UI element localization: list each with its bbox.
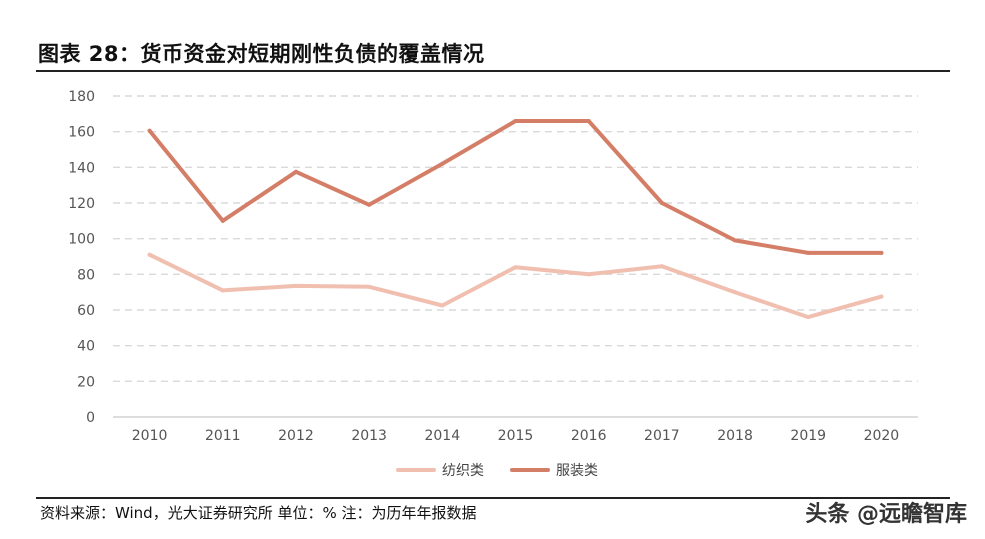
data-point: [513, 118, 518, 123]
data-point: [513, 265, 518, 270]
title-rule: [36, 70, 950, 72]
x-tick-label: 2014: [424, 428, 460, 444]
grid-lines: [113, 95, 918, 383]
data-point: [293, 169, 298, 174]
x-tick-label: 2018: [717, 428, 753, 444]
legend-label: 服装类: [556, 463, 598, 479]
data-point: [659, 264, 664, 269]
y-tick-label: 120: [68, 196, 95, 212]
data-point: [659, 201, 664, 205]
y-tick-label: 40: [77, 339, 95, 355]
legend: 纺织类 服装类: [396, 463, 598, 479]
data-point: [220, 218, 225, 223]
y-tick-label: 140: [68, 160, 95, 176]
data-point: [733, 238, 738, 243]
x-tick-label: 2019: [790, 428, 826, 444]
chart-title: 图表 28：货币资金对短期刚性负债的覆盖情况: [38, 42, 485, 66]
x-tick-label: 2016: [571, 428, 607, 444]
legend-label: 纺织类: [442, 463, 484, 479]
y-tick-label: 160: [68, 125, 95, 141]
data-point: [440, 303, 445, 308]
x-tick-label: 2010: [132, 428, 168, 444]
data-point: [879, 294, 884, 299]
watermark: 头条 @远瞻智库: [805, 502, 967, 527]
data-point: [367, 202, 372, 207]
source-note: 资料来源：Wind，光大证券研究所 单位：% 注：为历年年报数据: [40, 504, 477, 522]
y-tick-label: 180: [68, 89, 95, 105]
data-point: [293, 283, 298, 288]
data-point: [586, 118, 591, 123]
data-point: [733, 290, 738, 295]
data-point: [220, 288, 225, 293]
y-tick-label: 0: [86, 410, 95, 426]
series-line-服装类: [147, 119, 884, 255]
y-tick-label: 60: [77, 303, 95, 319]
y-tick-label: 20: [77, 374, 95, 390]
series-lines: [147, 118, 884, 320]
y-tick-label: 100: [68, 232, 95, 248]
x-tick-label: 2015: [498, 428, 534, 444]
y-axis-ticks: 0 20 40 60 80 100 120 140 160 180: [68, 89, 95, 426]
data-point: [147, 252, 152, 257]
source-rule: [36, 497, 950, 499]
data-point: [879, 250, 884, 255]
data-point: [440, 161, 445, 166]
x-tick-label: 2011: [205, 428, 241, 444]
y-tick-label: 80: [77, 267, 95, 283]
x-tick-label: 2017: [644, 428, 680, 444]
x-axis-ticks: 2010 2011 2012 2013 2014 2015 2016 2017 2018 2019…: [132, 428, 899, 444]
x-tick-label: 2020: [864, 428, 900, 444]
data-point: [806, 315, 811, 320]
data-point: [806, 250, 811, 255]
series-line-纺织类: [147, 252, 884, 320]
data-point: [586, 272, 591, 277]
x-tick-label: 2013: [351, 428, 387, 444]
data-point: [147, 128, 152, 133]
data-point: [367, 284, 372, 289]
x-tick-label: 2012: [278, 428, 314, 444]
